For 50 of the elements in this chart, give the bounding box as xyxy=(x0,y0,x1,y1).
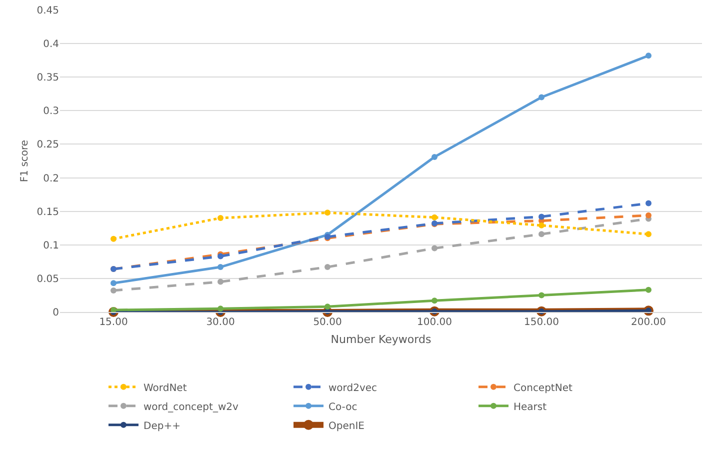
point xyxy=(432,154,438,160)
legend-label: word_concept_w2v xyxy=(144,402,238,413)
point xyxy=(538,222,544,228)
y-tick-label: 0.3 xyxy=(43,106,59,118)
point xyxy=(324,264,330,270)
x-tick-label: 30.00 xyxy=(206,317,235,328)
point xyxy=(218,306,224,312)
point xyxy=(218,264,224,270)
point xyxy=(110,280,116,286)
y-tick-label: 0.05 xyxy=(36,274,59,285)
point xyxy=(110,288,116,294)
y-tick-label: 0.25 xyxy=(36,140,59,151)
legend-label: Co-oc xyxy=(328,402,358,413)
legend-label: ConceptNet xyxy=(514,382,572,394)
point xyxy=(432,298,438,304)
point xyxy=(538,292,544,298)
y-tick-label: 0.45 xyxy=(36,6,59,16)
point xyxy=(646,286,652,293)
point xyxy=(432,245,438,252)
point xyxy=(110,236,116,242)
y-axis-title: F1 score xyxy=(20,140,31,182)
legend-label: Dep++ xyxy=(144,420,180,432)
y-tick-label: 0.1 xyxy=(43,240,59,252)
y-tick-label: 0.35 xyxy=(36,72,59,84)
point xyxy=(646,52,652,59)
y-tick-label: 0 xyxy=(52,308,59,318)
x-tick-label: 200.00 xyxy=(631,317,666,328)
y-tick-label: 0.15 xyxy=(36,206,59,218)
x-axis-title: Number Keywords xyxy=(330,333,432,346)
legend-label: word2vec xyxy=(328,382,378,394)
point xyxy=(432,214,438,220)
legend-label: WordNet xyxy=(144,382,187,394)
point xyxy=(538,214,544,220)
point xyxy=(324,304,330,310)
point xyxy=(218,278,224,285)
y-tick-label: 0.4 xyxy=(43,39,59,50)
x-tick-label: 100.00 xyxy=(417,317,452,328)
x-tick-label: 50.00 xyxy=(313,317,342,328)
point xyxy=(324,210,330,216)
point xyxy=(538,94,544,100)
point xyxy=(646,231,652,238)
point xyxy=(218,215,224,222)
legend-label: OpenIE xyxy=(328,420,364,432)
x-tick-label: 15.00 xyxy=(99,317,128,328)
y-tick-label: 0.2 xyxy=(43,173,59,184)
legend-label: Hearst xyxy=(514,402,547,413)
point xyxy=(646,200,652,206)
x-tick-label: 150.00 xyxy=(524,317,559,328)
point xyxy=(538,231,544,238)
point xyxy=(646,212,652,218)
